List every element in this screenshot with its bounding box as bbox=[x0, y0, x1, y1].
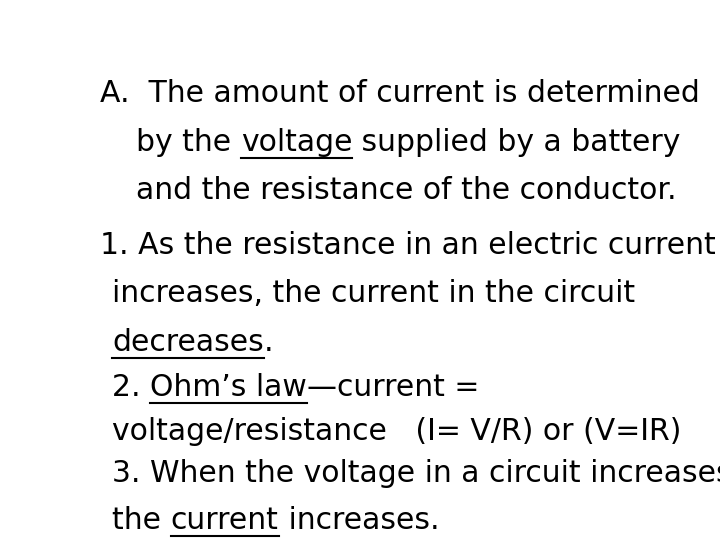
Text: .: . bbox=[264, 328, 274, 356]
Text: increases, the current in the circuit: increases, the current in the circuit bbox=[112, 279, 636, 308]
Text: —current =: —current = bbox=[307, 373, 480, 402]
Text: increases.: increases. bbox=[279, 505, 439, 535]
Text: by the: by the bbox=[136, 128, 241, 157]
Text: Ohm’s law: Ohm’s law bbox=[150, 373, 307, 402]
Text: 3. When the voltage in a circuit increases,: 3. When the voltage in a circuit increas… bbox=[112, 459, 720, 488]
Text: the: the bbox=[112, 505, 171, 535]
Text: voltage: voltage bbox=[241, 128, 352, 157]
Text: and the resistance of the conductor.: and the resistance of the conductor. bbox=[136, 176, 677, 205]
Text: current: current bbox=[171, 505, 279, 535]
Text: voltage/resistance   (I= V/R) or (V=IR): voltage/resistance (I= V/R) or (V=IR) bbox=[112, 417, 682, 447]
Text: 1. As the resistance in an electric current: 1. As the resistance in an electric curr… bbox=[100, 231, 716, 260]
Text: 2.: 2. bbox=[112, 373, 150, 402]
Text: decreases: decreases bbox=[112, 328, 264, 356]
Text: supplied by a battery: supplied by a battery bbox=[352, 128, 681, 157]
Text: A.  The amount of current is determined: A. The amount of current is determined bbox=[100, 79, 700, 109]
